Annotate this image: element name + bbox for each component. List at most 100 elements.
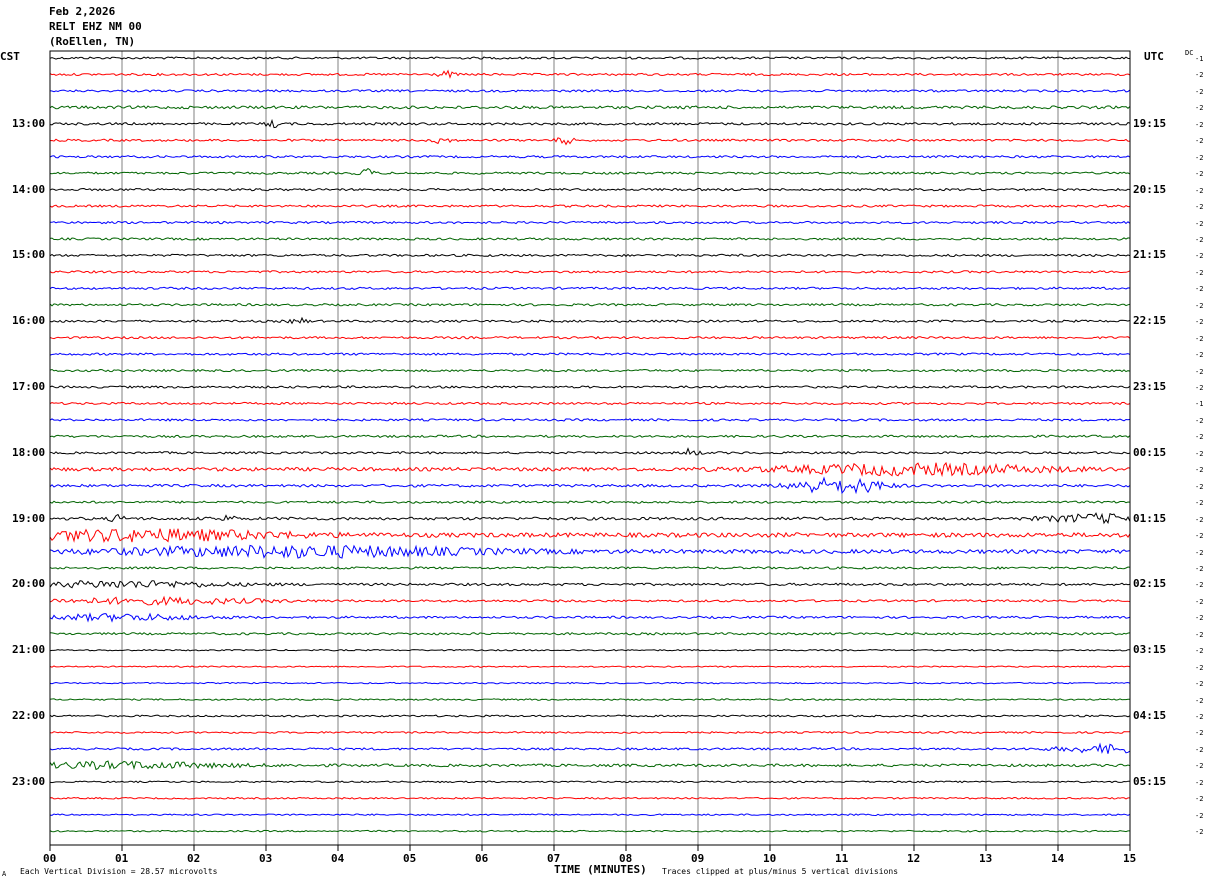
trace-row [49,681,1131,685]
seismic-traces [49,56,1131,833]
right-hour-label: 21:15 [1133,248,1167,262]
trace-row [49,434,1131,439]
scale-note: Each Vertical Division = 28.57 microvolt… [20,867,218,876]
dc-header: DC [1185,49,1194,57]
dc-offset-label: -2 [1195,745,1204,754]
dc-offset-label: -2 [1195,696,1204,705]
trace-row [49,544,1131,559]
trace-row [49,512,1131,525]
left-hour-label: 21:00 [12,643,46,657]
trace-row [49,56,1131,60]
clip-note: Traces clipped at plus/minus 5 vertical … [662,867,899,876]
dc-offset-label: -2 [1195,351,1204,360]
right-hour-label: 01:15 [1133,511,1167,525]
right-hour-label: 02:15 [1133,577,1167,591]
trace-row [49,730,1130,734]
dc-offset-label: -2 [1195,482,1204,491]
trace-row [49,303,1131,307]
trace-row [49,204,1130,208]
trace-row [49,253,1131,258]
trace-row [49,137,1131,146]
dc-offset-label: -2 [1195,811,1204,820]
dc-offset-label: -2 [1195,795,1204,804]
dc-offset-label: -2 [1195,548,1204,557]
dc-offset-label: -2 [1195,384,1204,392]
right-hour-label: 23:15 [1133,380,1167,393]
right-hour-label: 20:15 [1133,182,1167,196]
x-tick-label: 14 [1051,852,1065,865]
x-axis-title: TIME (MINUTES) [554,863,647,876]
x-tick-label: 01 [115,852,129,865]
trace-row [49,69,1131,79]
trace-row [49,220,1131,225]
trace-row [49,368,1131,373]
x-tick-label: 00 [43,852,57,865]
trace-row [49,89,1131,93]
x-tick-label: 12 [907,852,921,865]
trace-row [49,813,1131,817]
right-hour-label: 05:15 [1133,774,1167,788]
trace-row [49,167,1131,176]
dc-offset-label: -2 [1195,71,1204,80]
x-tick-label: 10 [763,852,777,865]
dc-offset-label: -2 [1195,614,1204,623]
trace-row [49,461,1131,478]
x-tick-label: 02 [187,852,201,865]
trace-row [49,447,1131,456]
x-tick-label: 08 [619,852,633,865]
dc-offset-label: -2 [1195,778,1204,787]
dc-offset-label: -2 [1195,219,1204,228]
dc-offset-label: -2 [1195,416,1204,425]
right-hour-label: 19:15 [1133,116,1167,130]
dc-offset-label: -2 [1195,762,1204,771]
trace-row [49,105,1131,110]
trace-row [49,698,1131,701]
dc-offset-label: -2 [1195,729,1204,738]
right-hour-label: 03:15 [1133,643,1167,657]
x-tick-label: 05 [403,852,417,865]
trace-row [49,780,1131,784]
left-hour-label: 15:00 [12,248,46,262]
trace-row [49,742,1131,754]
x-tick-label: 09 [691,852,705,865]
dc-offset-label: -2 [1195,235,1204,244]
time-gridlines [121,51,1059,845]
x-tick-label: 03 [259,852,273,865]
dc-offset-label: -2 [1195,334,1204,343]
dc-offset-label: -2 [1195,203,1204,212]
dc-offset-label: -2 [1195,153,1204,162]
trace-row [49,580,1131,589]
record-date: Feb 2,2026 [49,5,116,18]
dc-offset-label: -1 [1195,400,1204,409]
watermark-mark: A [2,870,7,878]
trace-row [49,829,1130,833]
trace-row [49,401,1131,406]
x-tick-label: 11 [835,852,849,865]
trace-row [49,335,1131,340]
trace-row [49,270,1131,274]
dc-offset-label: -2 [1195,663,1204,672]
dc-offset-label: -2 [1195,828,1204,837]
trace-row [49,632,1131,636]
dc-offset-label: -1 [1195,55,1204,63]
dc-offset-label: -2 [1195,597,1204,606]
left-hour-label: 20:00 [12,577,46,591]
dc-offset-label: -2 [1195,433,1204,442]
trace-row [49,648,1131,652]
dc-offset-label: -2 [1195,515,1204,524]
dc-offset-label: -2 [1195,252,1204,261]
trace-row [49,418,1131,422]
dc-offset-label: -2 [1195,647,1204,656]
dc-offset-label: -2 [1195,301,1204,310]
right-hour-label: 04:15 [1133,709,1167,722]
dc-offset-label: -2 [1195,137,1204,146]
left-hour-label: 16:00 [12,314,46,328]
dc-offset-label: -2 [1195,367,1204,376]
dc-offset-label: -2 [1195,268,1204,277]
left-timezone: CST [0,50,20,63]
dc-offset-label: -2 [1195,532,1204,541]
station-location: (RoEllen, TN) [49,35,136,48]
right-hour-label: 22:15 [1133,314,1167,328]
trace-row [49,714,1131,718]
dc-offset-label: -2 [1195,680,1204,689]
